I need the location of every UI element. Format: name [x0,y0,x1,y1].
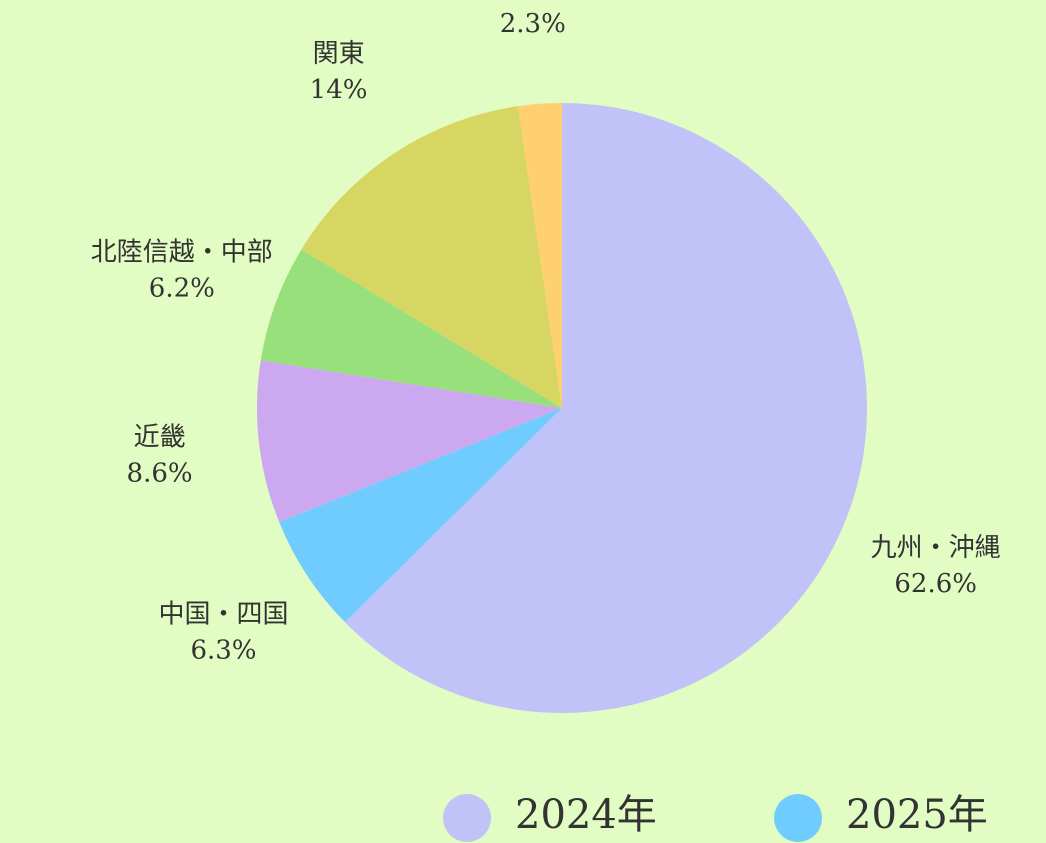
chart: 九州・沖縄 62.6% 中国・四国 6.3% 近畿 8.6% 北陸信越・中部 6.2% 関東 14… [0,0,1046,843]
value-label: 6.3% [190,635,256,665]
page: {"chart_data": {"type": "pie", "categori… [0,0,1046,843]
slice-label: 北海道・東北 [455,0,611,3]
value-label: 6.2% [149,273,215,303]
value-label: 14% [310,75,368,105]
slice-label: 九州・沖縄 [871,533,1001,563]
value-label: 62.6% [894,569,977,599]
legend-swatch [774,794,822,842]
slice-label: 近畿 [134,423,186,453]
legend-swatch [443,794,491,842]
slice-label: 北陸信越・中部 [91,237,273,267]
value-label: 8.6% [127,459,193,489]
slice-label: 中国・四国 [158,599,288,629]
value-label: 2.3% [500,9,566,39]
legend-label: 2024年 [515,792,657,838]
legend-label: 2025年 [846,792,988,838]
slice-label: 関東 [313,39,365,69]
